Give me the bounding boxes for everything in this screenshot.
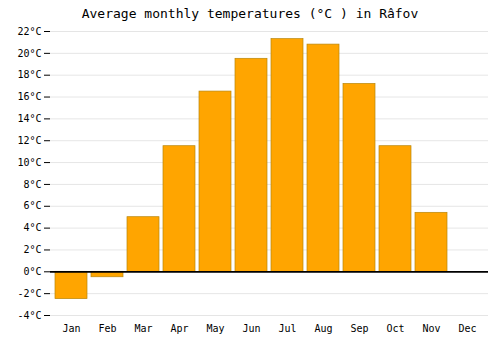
html-text:Average monthly temperatures (: Average monthly temperatures (°C ) in Râ…: [81, 6, 419, 21]
svg-text:14°C: 14°C: [17, 113, 41, 124]
svg-text:Oct: Oct: [386, 323, 404, 334]
svg-text:-2°C: -2°C: [17, 288, 41, 299]
svg-text:0°C: 0°C: [23, 266, 41, 277]
svg-text:18°C: 18°C: [17, 69, 41, 80]
svg-text:6°C: 6°C: [23, 200, 41, 211]
svg-text:Feb: Feb: [98, 323, 116, 334]
svg-text:Mar: Mar: [134, 323, 152, 334]
svg-text:-4°C: -4°C: [17, 310, 41, 321]
svg-text:22°C: 22°C: [17, 26, 41, 37]
svg-text:4°C: 4°C: [23, 222, 41, 233]
svg-text:May: May: [206, 323, 224, 334]
svg-text:16°C: 16°C: [17, 91, 41, 102]
svg-text:Sep: Sep: [350, 323, 368, 334]
svg-text:Jan: Jan: [62, 323, 80, 334]
svg-text:10°C: 10°C: [17, 157, 41, 168]
svg-text:Dec: Dec: [458, 323, 476, 334]
svg-text:Aug: Aug: [314, 323, 332, 334]
svg-text:20°C: 20°C: [17, 48, 41, 59]
svg-text:2°C: 2°C: [23, 244, 41, 255]
svg-text:Apr: Apr: [170, 323, 188, 334]
svg-text:8°C: 8°C: [23, 179, 41, 190]
svg-text:12°C: 12°C: [17, 135, 41, 146]
svg-text:Nov: Nov: [422, 323, 440, 334]
svg-text:Jun: Jun: [242, 323, 260, 334]
svg-text:Jul: Jul: [278, 323, 296, 334]
